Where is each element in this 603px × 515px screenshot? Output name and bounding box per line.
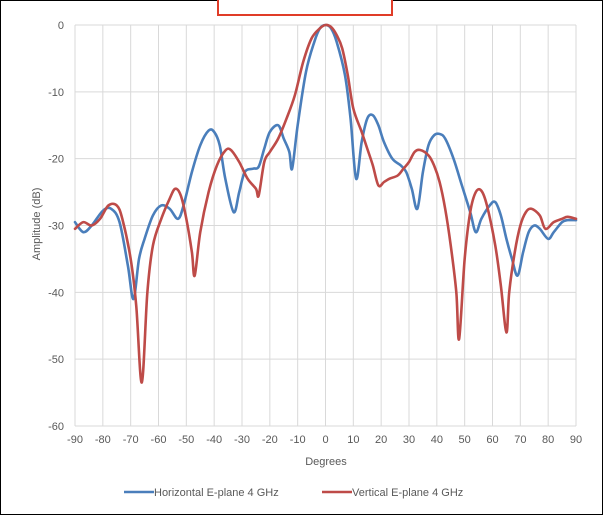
y-tick-label: -60 — [48, 421, 64, 433]
x-tick-label: -80 — [95, 434, 111, 446]
legend-label: Vertical E-plane 4 GHz — [352, 487, 463, 499]
series-lines — [73, 23, 578, 384]
x-tick-label: -90 — [67, 434, 83, 446]
x-tick-label: 90 — [570, 434, 582, 446]
x-tick-label: -30 — [234, 434, 250, 446]
x-tick-label: -70 — [123, 434, 139, 446]
y-tick-label: -50 — [48, 354, 64, 366]
y-tick-label: 0 — [58, 20, 64, 32]
legend: Horizontal E-plane 4 GHz Vertical E-plane… — [124, 487, 463, 499]
x-tick-label: 10 — [347, 434, 359, 446]
series-line-vertical — [73, 23, 578, 384]
x-tick-label: 20 — [375, 434, 387, 446]
x-tick-label: 70 — [514, 434, 526, 446]
y-axis-title: Amplitude (dB) — [31, 188, 43, 261]
x-tick-label: 30 — [403, 434, 415, 446]
x-tick-label: 80 — [542, 434, 554, 446]
y-tick-label: -10 — [48, 87, 64, 99]
legend-label: Horizontal E-plane 4 GHz — [154, 487, 279, 499]
x-tick-label: 50 — [459, 434, 471, 446]
x-tick-label: 0 — [322, 434, 328, 446]
x-axis-ticks: -90 -80 -70 -60 -50 -40 -30 -20 -10 0 10 20 30 40 50 60… — [67, 434, 582, 446]
grid-lines — [74, 24, 577, 427]
y-tick-label: -20 — [48, 154, 64, 166]
x-tick-label: -40 — [206, 434, 222, 446]
y-tick-label: -40 — [48, 287, 64, 299]
x-tick-label: 40 — [431, 434, 443, 446]
y-axis-ticks: 0 -10 -20 -30 -40 -50 -60 — [48, 20, 64, 433]
x-tick-label: -50 — [178, 434, 194, 446]
x-tick-label: 60 — [486, 434, 498, 446]
x-tick-label: -20 — [262, 434, 278, 446]
title-placeholder-box — [217, 0, 393, 16]
x-axis-title: Degrees — [305, 456, 347, 468]
x-tick-label: -60 — [151, 434, 167, 446]
x-tick-label: -10 — [290, 434, 306, 446]
series-line-horizontal — [73, 23, 578, 301]
y-tick-label: -30 — [48, 221, 64, 233]
